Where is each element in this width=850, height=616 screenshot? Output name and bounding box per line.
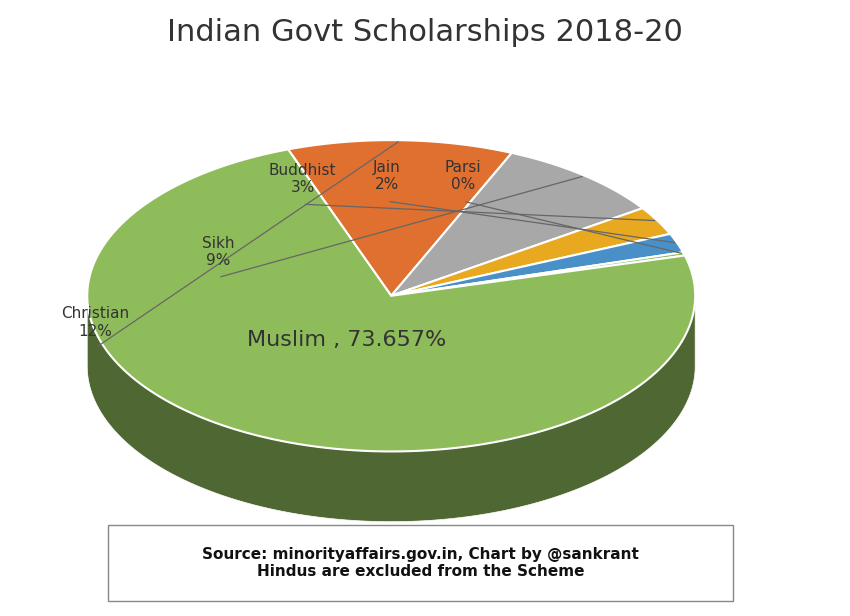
Text: Buddhist
3%: Buddhist 3% bbox=[269, 163, 337, 195]
Text: Parsi
0%: Parsi 0% bbox=[445, 160, 481, 192]
Polygon shape bbox=[391, 234, 683, 296]
FancyBboxPatch shape bbox=[108, 525, 734, 601]
Polygon shape bbox=[88, 297, 695, 522]
Text: Muslim , 73.657%: Muslim , 73.657% bbox=[246, 330, 445, 351]
Text: Source: minorityaffairs.gov.in, Chart by @sankrant
Hindus are excluded from the : Source: minorityaffairs.gov.in, Chart by… bbox=[202, 546, 639, 579]
Polygon shape bbox=[288, 140, 512, 296]
Polygon shape bbox=[88, 149, 695, 452]
Text: Jain
2%: Jain 2% bbox=[373, 160, 401, 192]
Polygon shape bbox=[391, 253, 685, 296]
Polygon shape bbox=[391, 153, 643, 296]
Polygon shape bbox=[391, 208, 670, 296]
Text: Indian Govt Scholarships 2018-20: Indian Govt Scholarships 2018-20 bbox=[167, 18, 683, 47]
Text: Sikh
9%: Sikh 9% bbox=[201, 236, 235, 269]
Text: Christian
12%: Christian 12% bbox=[61, 306, 130, 339]
